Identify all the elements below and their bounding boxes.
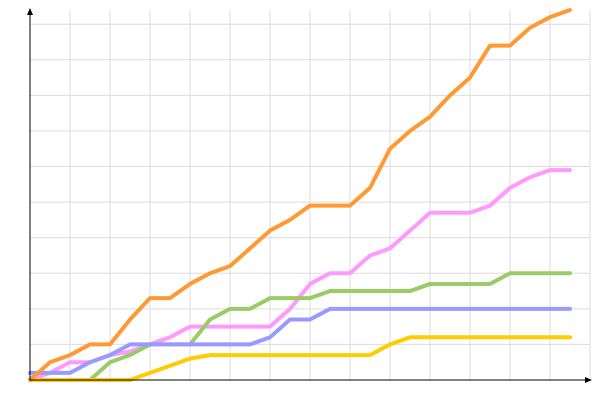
- x-axis-arrow: [585, 377, 592, 383]
- series-line: [28, 306, 572, 375]
- lines: [28, 8, 572, 382]
- series-line: [28, 8, 572, 382]
- series-line: [28, 271, 572, 382]
- grid: [29, 10, 591, 380]
- series-line: [28, 168, 572, 382]
- y-axis-arrow: [27, 8, 33, 15]
